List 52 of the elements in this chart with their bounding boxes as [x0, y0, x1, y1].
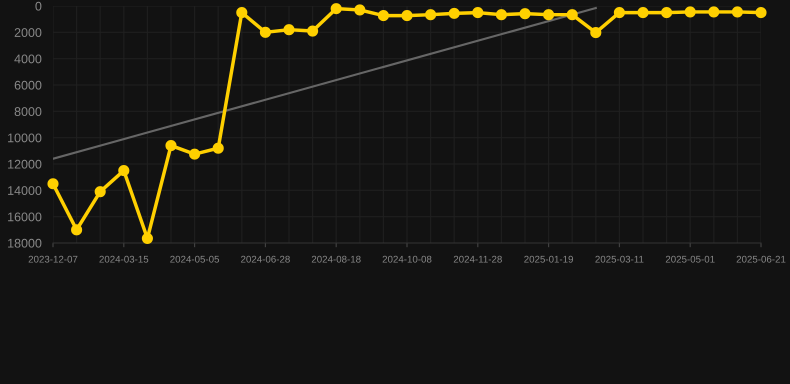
point [543, 9, 554, 20]
point [189, 148, 200, 160]
point [330, 3, 342, 14]
point [94, 186, 106, 198]
point [236, 7, 248, 18]
x-tick-label: 2024-06-28 [241, 256, 290, 263]
point [142, 232, 153, 244]
point [519, 8, 531, 20]
y-tick-label: 2000 [14, 28, 42, 37]
point [401, 10, 413, 22]
point [260, 26, 271, 38]
y-tick-label: 8000 [14, 107, 42, 116]
point [708, 6, 720, 18]
x-tick-label: 2024-11-28 [454, 256, 502, 263]
point [566, 9, 578, 20]
x-tick-label: 2025-06-21 [736, 256, 786, 263]
point [448, 8, 460, 19]
x-tick-label: 2025-01-19 [524, 256, 574, 263]
point [378, 10, 389, 22]
x-tick-label: 2024-05-05 [170, 256, 220, 263]
point [283, 24, 295, 36]
point [165, 140, 177, 152]
y-tick-label: 0 [35, 2, 42, 11]
point [661, 7, 672, 18]
point [472, 7, 484, 18]
y-tick-label: 12000 [8, 160, 42, 169]
y-tick-label: 6000 [14, 80, 42, 90]
point [425, 9, 436, 20]
y-tick-label: 4000 [14, 54, 42, 64]
y-tick-label: 16000 [8, 212, 42, 222]
point [307, 25, 318, 37]
point [212, 142, 224, 154]
y-tick-label: 10000 [8, 133, 42, 142]
point [496, 9, 507, 20]
y-tick-label: 14000 [8, 186, 42, 195]
x-tick-label: 2024-08-18 [312, 256, 361, 263]
x-tick-label: 2024-03-15 [99, 256, 148, 263]
point [590, 27, 602, 38]
point [637, 7, 649, 18]
point [684, 6, 696, 18]
point [47, 178, 59, 190]
x-tick-label: 2023-12-07 [28, 256, 78, 263]
y-tick-label: 18000 [8, 238, 42, 248]
point [71, 224, 82, 236]
x-tick-label: 2025-03-11 [595, 256, 644, 263]
point [614, 7, 625, 18]
point [755, 7, 767, 18]
point [732, 6, 743, 18]
x-tick-label: 2025-05-01 [666, 256, 715, 263]
point [354, 4, 366, 16]
point [118, 165, 130, 176]
x-tick-label: 2024-10-08 [382, 256, 432, 263]
